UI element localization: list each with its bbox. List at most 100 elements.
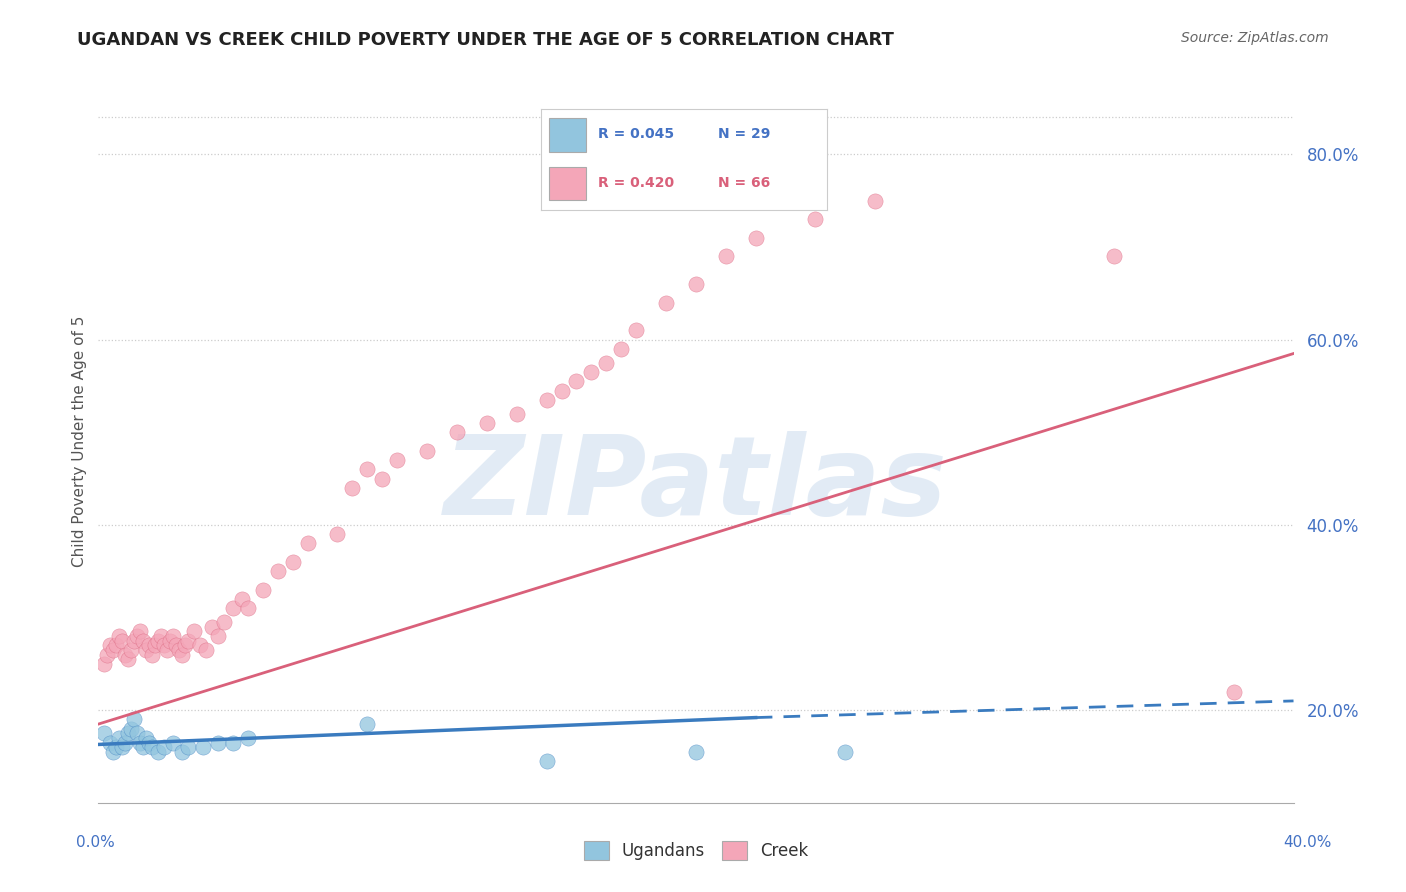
Point [114, 735, 136, 749]
Point [117, 726, 139, 740]
Point [96, 648, 118, 662]
Point [685, 277, 707, 291]
Point [162, 735, 184, 749]
Point [120, 643, 142, 657]
Point [222, 735, 245, 749]
Point [281, 555, 304, 569]
Point [93, 657, 115, 671]
Point [108, 629, 131, 643]
Point [834, 745, 856, 759]
Point [108, 731, 131, 745]
Point [236, 731, 259, 745]
Point [416, 443, 439, 458]
Point [124, 633, 146, 648]
Point [135, 731, 157, 745]
Point [174, 638, 197, 652]
Point [127, 629, 149, 643]
Y-axis label: Child Poverty Under the Age of 5: Child Poverty Under the Age of 5 [72, 316, 87, 567]
Point [111, 740, 134, 755]
Point [212, 615, 235, 630]
Point [342, 481, 364, 495]
Point [207, 629, 229, 643]
Point [127, 726, 149, 740]
Point [138, 638, 160, 652]
Point [111, 633, 134, 648]
Point [371, 472, 394, 486]
Point [148, 633, 170, 648]
Point [103, 643, 125, 657]
Point [177, 740, 200, 755]
Point [93, 726, 115, 740]
Point [506, 407, 529, 421]
Point [385, 453, 409, 467]
Point [124, 713, 146, 727]
Point [162, 629, 184, 643]
Point [195, 643, 218, 657]
Text: 0.0%: 0.0% [76, 836, 115, 850]
Text: ZIPatlas: ZIPatlas [444, 432, 948, 539]
Point [105, 638, 128, 652]
Point [595, 356, 617, 370]
Point [1223, 684, 1246, 698]
Point [183, 624, 205, 639]
Point [103, 745, 125, 759]
Point [475, 416, 498, 430]
Point [172, 745, 194, 759]
Text: UGANDAN VS CREEK CHILD POVERTY UNDER THE AGE OF 5 CORRELATION CHART: UGANDAN VS CREEK CHILD POVERTY UNDER THE… [77, 31, 894, 49]
Point [356, 462, 378, 476]
Point [207, 735, 229, 749]
Point [865, 194, 887, 208]
Text: 40.0%: 40.0% [1284, 836, 1331, 850]
Point [141, 740, 163, 755]
Point [120, 722, 142, 736]
Point [98, 638, 122, 652]
Point [655, 295, 678, 310]
Point [201, 620, 224, 634]
Point [581, 365, 603, 379]
Point [191, 740, 214, 755]
Point [159, 633, 181, 648]
Point [745, 231, 768, 245]
Point [536, 392, 558, 407]
Point [141, 648, 163, 662]
Point [222, 601, 245, 615]
Point [135, 643, 157, 657]
Point [138, 735, 160, 749]
Point [165, 638, 187, 652]
Point [167, 643, 190, 657]
Point [150, 629, 173, 643]
Point [117, 652, 139, 666]
Point [550, 384, 572, 398]
Point [714, 249, 737, 263]
Point [98, 735, 122, 749]
Point [114, 648, 136, 662]
Point [132, 740, 155, 755]
Point [804, 212, 827, 227]
Point [153, 638, 176, 652]
Point [172, 648, 194, 662]
Point [129, 624, 152, 639]
Point [105, 740, 128, 755]
Point [252, 582, 274, 597]
Point [143, 638, 166, 652]
Point [129, 735, 152, 749]
Point [1104, 249, 1126, 263]
Point [132, 633, 155, 648]
Point [610, 342, 633, 356]
Point [565, 375, 588, 389]
Point [536, 754, 558, 768]
Point [267, 564, 290, 578]
Point [297, 536, 319, 550]
Text: Source: ZipAtlas.com: Source: ZipAtlas.com [1181, 31, 1329, 45]
Point [685, 745, 707, 759]
Point [156, 643, 179, 657]
Point [356, 717, 378, 731]
Point [446, 425, 468, 440]
Point [326, 527, 349, 541]
Point [626, 323, 648, 337]
Point [153, 740, 176, 755]
Point [236, 601, 259, 615]
Legend: Ugandans, Creek: Ugandans, Creek [576, 835, 815, 867]
Point [188, 638, 211, 652]
Point [231, 592, 253, 607]
